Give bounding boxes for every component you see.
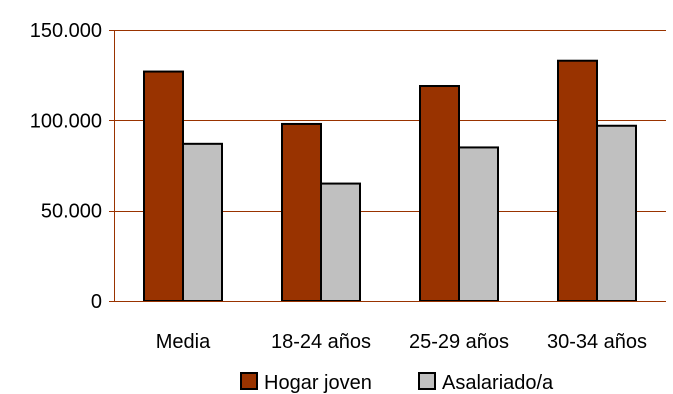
legend-swatch	[240, 372, 258, 390]
bar-hogar-joven-1	[281, 122, 322, 302]
y-tick-labels: 0 50.000 100.000 150.000	[30, 20, 102, 313]
y-tick-label: 50.000	[41, 201, 102, 223]
x-tick-label: 18-24 años	[271, 331, 371, 353]
axes	[109, 30, 666, 302]
x-tick-label: 25-29 años	[409, 331, 509, 353]
legend: Hogar joven Asalariado/a	[240, 372, 554, 394]
x-tick-label: 30-34 años	[547, 331, 647, 353]
legend-label: Hogar joven	[264, 372, 372, 394]
bar-hogar-joven-2	[419, 85, 460, 302]
bar-asalariado-3	[596, 124, 637, 303]
y-tick-label: 0	[91, 291, 102, 313]
y-tick-label: 100.000	[30, 110, 102, 132]
bars	[143, 59, 637, 303]
bar-asalariado-2	[458, 146, 499, 302]
y-tick-label: 150.000	[30, 20, 102, 42]
bar-asalariado-1	[320, 182, 361, 302]
bar-hogar-joven-0	[143, 70, 184, 303]
bar-asalariado-0	[182, 142, 223, 302]
x-tick-label: Media	[156, 331, 211, 353]
legend-label: Asalariado/a	[442, 372, 554, 394]
x-tick-labels: Media 18-24 años 25-29 años 30-34 años	[156, 331, 647, 353]
legend-swatch	[418, 372, 436, 390]
bar-hogar-joven-3	[557, 59, 598, 302]
